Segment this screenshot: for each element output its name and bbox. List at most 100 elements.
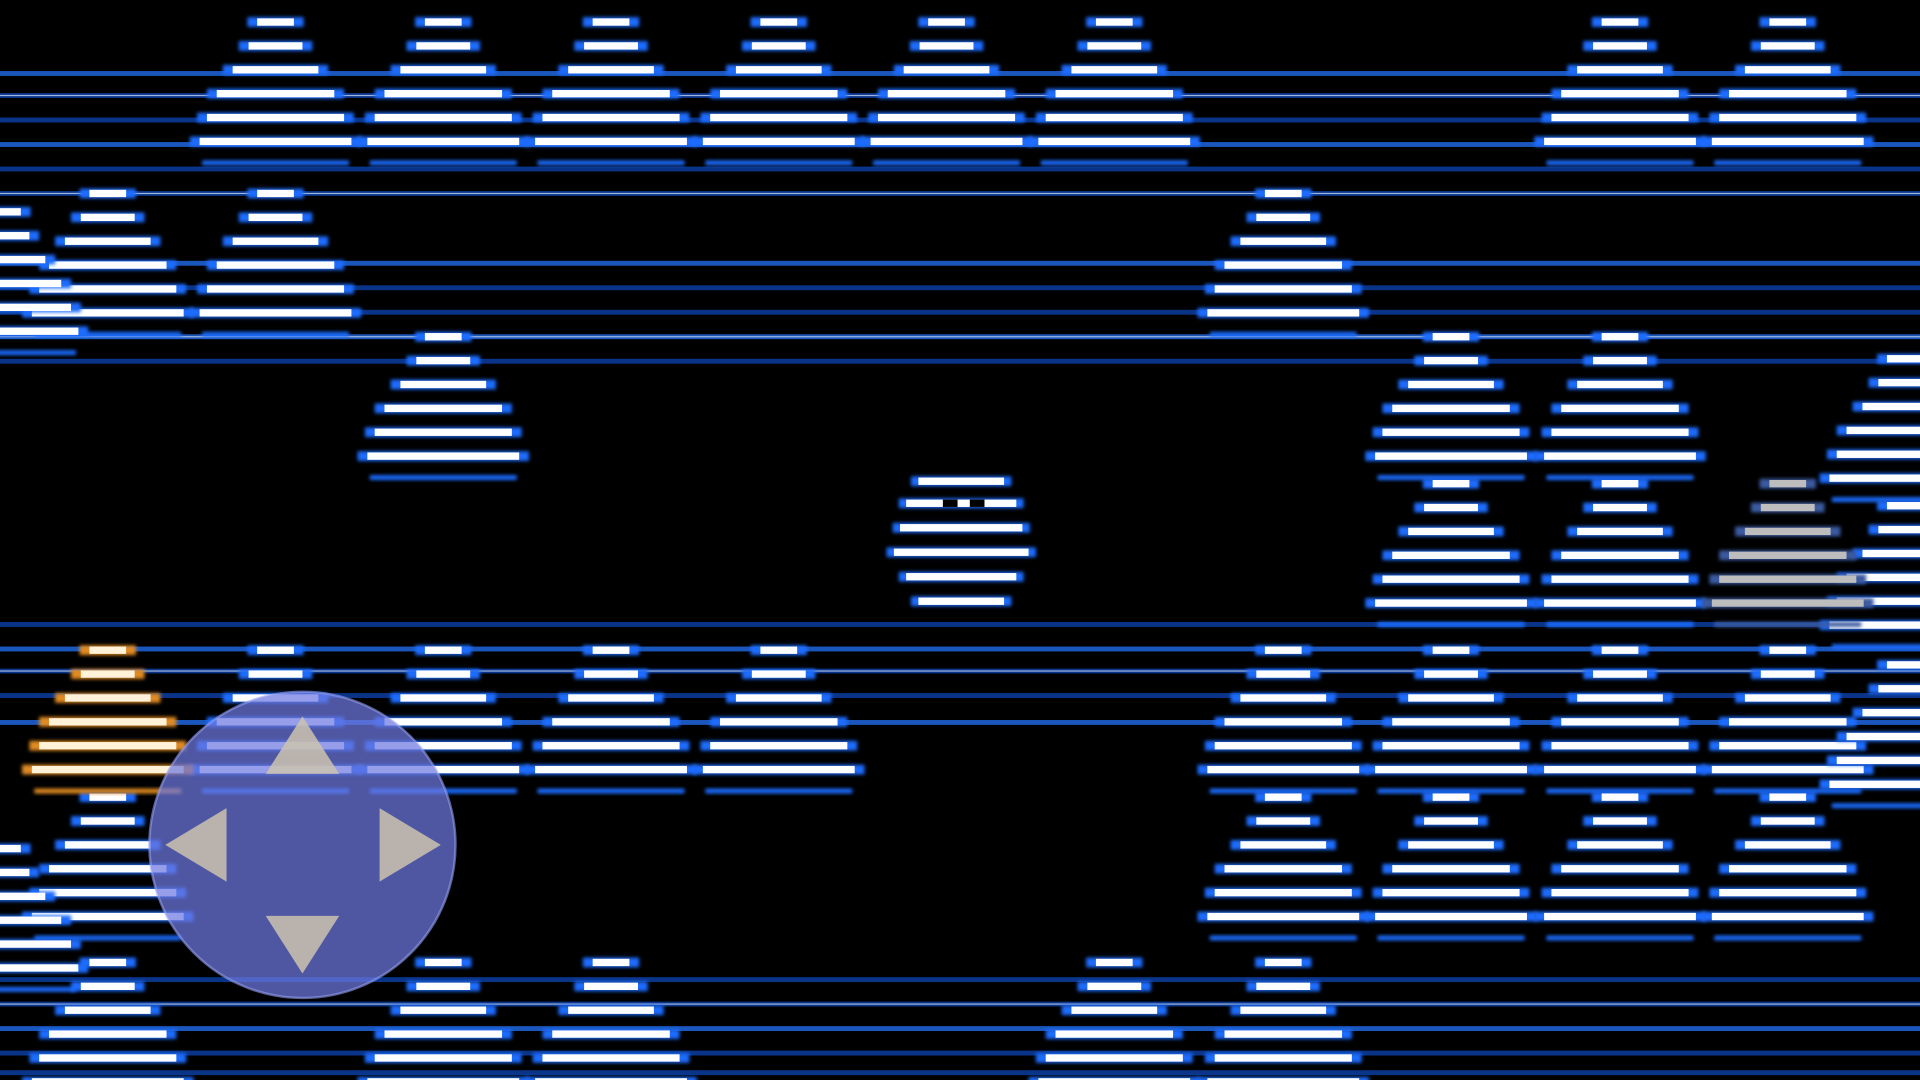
sprite-base-glow [1209,935,1357,941]
sprite-stripe [735,66,822,74]
sprite-stripe [1382,575,1520,583]
sprite-stripe [1846,573,1920,582]
sprite-stripe [1432,793,1470,801]
sprite [189,188,362,337]
sprite-stripe [1760,670,1815,678]
sprite-stripe [1375,452,1527,460]
sprite-stripe [400,1006,487,1014]
sprite-stripe [1711,599,1864,607]
sprite [22,792,194,941]
sprite-stripe [39,1054,177,1062]
sprite-stripe [1728,865,1847,873]
sprite-stripe [1551,575,1689,583]
sprite [1028,957,1200,1080]
sprite-stripe [1846,732,1920,741]
enemy-stripe [906,499,1017,507]
sprite [1534,792,1706,941]
sprite-stripe [1424,670,1478,678]
sprite-base-glow [1377,475,1525,480]
glitch-line [0,260,1920,266]
sprite-stripe [552,90,670,98]
sprite-stripe [592,18,630,26]
sprite-base-glow [1714,788,1862,794]
sprite [1819,353,1920,503]
sprite-base-glow [0,986,76,992]
sprite [860,17,1033,166]
sprite-base-glow [369,475,517,480]
dpad-base[interactable] [148,690,457,1000]
sprite-base-glow [34,935,182,941]
sprite-stripe [1711,137,1864,146]
sprite-stripe [1561,404,1679,413]
sprite-stripe [1240,237,1327,245]
sprite-stripe [584,670,638,678]
sprite [693,645,865,794]
sprite-stripe [1375,599,1527,607]
sprite-stripe [584,982,638,990]
sprite-stripe [216,261,335,269]
sprite-stripe [877,113,1016,122]
sprite-stripe [903,66,990,74]
sprite-stripe [1392,551,1510,559]
sprite [357,17,529,166]
dpad-down[interactable] [265,915,340,974]
sprite-stripe [1836,756,1920,765]
sprite-base-glow [202,331,349,337]
sprite-stripe [919,42,974,50]
sprite-stripe [384,718,503,726]
sprite-stripe [384,1030,503,1038]
dpad-left[interactable] [165,808,227,882]
sprite [1702,645,1874,794]
sprite-stripe [424,646,462,654]
sprite-stripe [80,982,135,990]
sprite-stripe [1224,865,1343,873]
sprite-stripe [0,208,21,216]
sprite-stripe [1408,841,1494,849]
sprite-stripe [1719,888,1857,897]
dpad-up[interactable] [265,716,340,774]
sprite-stripe [1071,66,1158,74]
sprite-stripe [216,90,335,98]
sprite-stripe [1045,113,1183,122]
sprite-stripe [1055,90,1174,98]
sprite-stripe [1836,450,1920,458]
sprite-base-glow [537,788,685,794]
dpad-right[interactable] [379,808,441,882]
sprite-stripe [1214,1054,1352,1062]
sprite-stripe [1264,958,1302,967]
sprite-stripe [1544,912,1696,921]
sprite [1365,792,1537,941]
sprite [1534,478,1706,627]
sprite-stripe [1769,480,1807,488]
sprite-stripe [1829,474,1920,482]
sprite-stripe [1744,841,1831,849]
sprite-stripe [584,42,638,50]
dpad[interactable] [148,690,457,1000]
sprite-stripe [48,1030,167,1038]
sprite-stripe [1382,428,1520,436]
sprite-stripe [89,189,127,198]
glitch-line [0,166,1920,172]
sprite-stripe [1382,742,1520,750]
sprite-stripe [1392,865,1510,873]
sprite-base-glow [1546,788,1694,794]
sprite-base-glow [1831,644,1920,649]
sprite-stripe [1760,817,1815,825]
sprite-stripe [535,1078,687,1080]
sprite-base-glow [1831,803,1920,809]
sprite-stripe [1601,480,1639,488]
enemy-stripe [918,597,1005,605]
sprite-base-glow [0,350,76,356]
sprite-stripe [1087,982,1142,990]
sprite-stripe [1561,718,1679,726]
sprite-stripe [48,865,167,873]
sprite-stripe [1038,137,1191,146]
sprite-stripe [1256,213,1311,222]
sprite-base-glow [1546,475,1694,480]
sprite-stripe [1593,817,1647,825]
sprite-stripe [1240,1006,1327,1014]
sprite-stripe [1760,42,1815,50]
sprite-base-glow [1546,160,1694,166]
sprite-stripe [1886,355,1920,363]
sprite [22,957,194,1080]
